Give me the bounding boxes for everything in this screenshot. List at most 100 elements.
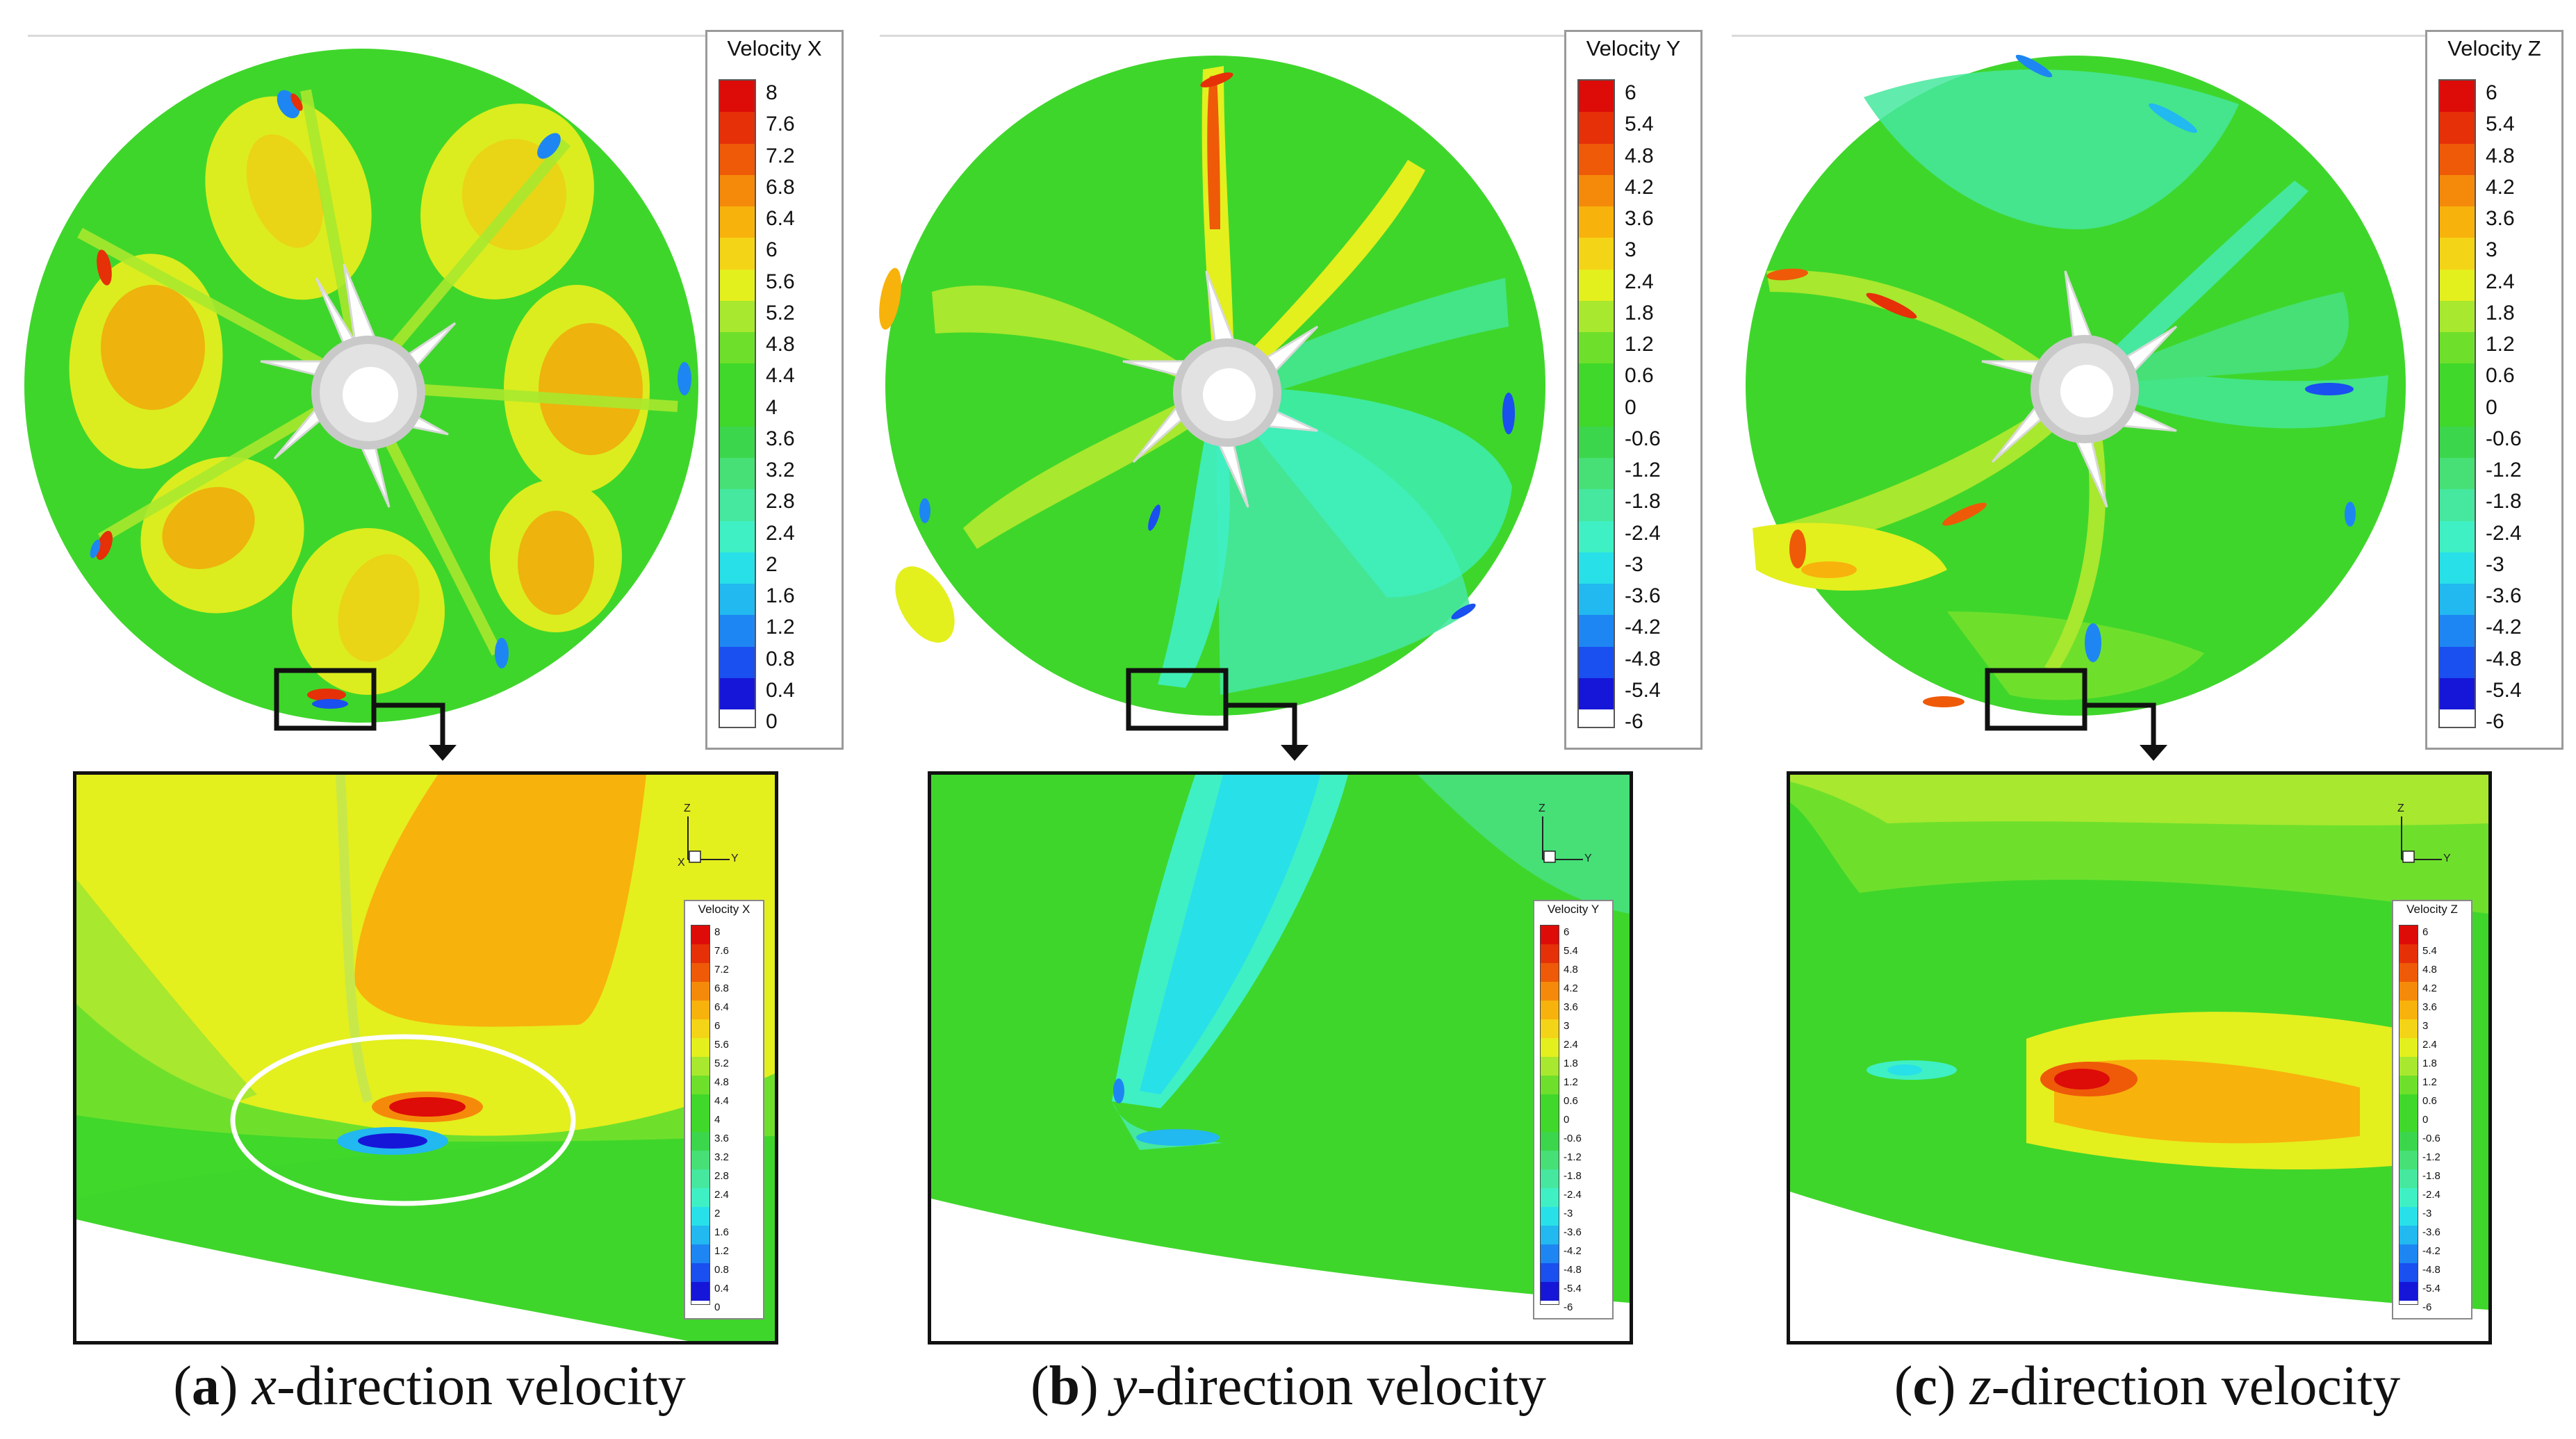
colorbar-band	[2399, 1169, 2418, 1188]
legend-tick-label: 0.8	[766, 647, 795, 671]
legend-tick-label: -3	[1564, 1207, 1573, 1219]
colorbar-band	[720, 646, 755, 678]
colorbar-band	[2440, 206, 2475, 238]
panel-b: Velocity Y 6 5.4 4.8 4.2 3.6 3 2.4 1.8 1.2 0.6 0 -0…	[859, 0, 1718, 1439]
colorbar-band	[720, 489, 755, 521]
colorbar-band	[2440, 426, 2475, 458]
colorbar-band	[1579, 238, 1614, 270]
panel-c-colorbar	[2438, 79, 2476, 728]
colorbar-band	[2440, 584, 2475, 616]
legend-tick-label: 4.4	[714, 1094, 729, 1107]
legend-tick-label: -4.2	[1564, 1244, 1582, 1257]
colorbar-band	[691, 1282, 709, 1301]
colorbar-band	[1579, 81, 1614, 113]
legend-tick-label: 5.4	[2422, 944, 2437, 957]
panel-c-zoom-inset: Z Y Velocity Z 6 5.4 4.8 4.2 3.6 3 2.4 1.8 1.2 0.…	[1787, 771, 2492, 1345]
legend-tick-label: 6	[766, 238, 778, 262]
legend-tick-label: 2.8	[714, 1169, 729, 1182]
panel-b-inset-legend-title: Velocity Y	[1547, 903, 1600, 916]
legend-tick-label: 7.6	[766, 113, 795, 136]
colorbar-band	[720, 395, 755, 427]
legend-tick-label: 0	[1564, 1113, 1570, 1126]
colorbar-band	[720, 81, 755, 113]
colorbar-band	[1579, 395, 1614, 427]
colorbar-band	[1579, 363, 1614, 395]
colorbar-band	[691, 1244, 709, 1263]
legend-tick-label: 4.8	[2422, 963, 2437, 976]
colorbar-band	[1541, 1076, 1559, 1094]
legend-tick-label: 3.2	[766, 459, 795, 482]
legend-tick-label: 1.8	[2422, 1057, 2437, 1069]
legend-tick-label: -4.8	[1625, 647, 1661, 671]
colorbar-band	[2440, 300, 2475, 332]
panel-b-inset-colorbar	[1540, 925, 1559, 1305]
colorbar-band	[2440, 615, 2475, 647]
panel-c-caption-letter: c	[1912, 1356, 1937, 1417]
legend-tick-label: -5.4	[2422, 1282, 2440, 1294]
legend-tick-label: -1.2	[2422, 1151, 2440, 1163]
colorbar-band	[2440, 174, 2475, 206]
colorbar-band	[2399, 1282, 2418, 1301]
legend-tick-label: 3.2	[714, 1151, 729, 1163]
panel-b-axis-z: Z	[1539, 803, 1545, 814]
legend-tick-label: 1.6	[766, 584, 795, 607]
legend-tick-label: 3	[2486, 238, 2497, 262]
legend-tick-label: 1.2	[2486, 333, 2515, 356]
legend-tick-label: -5.4	[1564, 1282, 1582, 1294]
legend-tick-label: 2.8	[766, 490, 795, 513]
panel-c-inset-colorbar	[2399, 925, 2418, 1305]
legend-tick-label: 2.4	[714, 1188, 729, 1201]
legend-tick-label: 4.2	[2422, 982, 2437, 994]
colorbar-band	[1541, 1057, 1559, 1076]
legend-tick-label: -3.6	[1564, 1226, 1582, 1238]
legend-tick-label: -3	[2486, 552, 2504, 576]
colorbar-band	[2399, 1263, 2418, 1282]
colorbar-band	[1541, 1038, 1559, 1057]
colorbar-band	[720, 112, 755, 144]
colorbar-band	[720, 426, 755, 458]
legend-tick-label: 1.8	[1625, 301, 1654, 324]
panel-b-caption: (b) y-direction velocity	[1031, 1356, 1546, 1417]
legend-tick-label: 6.4	[714, 1001, 729, 1013]
legend-tick-label: 7.6	[714, 944, 729, 957]
legend-tick-label: 0.4	[714, 1282, 729, 1294]
legend-tick-label: 4.2	[1625, 175, 1654, 199]
legend-tick-label: 4	[714, 1113, 721, 1126]
legend-tick-label: -6	[2486, 710, 2504, 733]
panel-c-axis-triad: Z Y	[2381, 803, 2451, 872]
legend-tick-label: 1.2	[2422, 1076, 2437, 1088]
colorbar-band	[2399, 1094, 2418, 1113]
panel-b-caption-text: -direction velocity	[1137, 1356, 1546, 1417]
colorbar-band	[1541, 963, 1559, 982]
legend-tick-label: 5.4	[2486, 113, 2515, 136]
colorbar-band	[2399, 1057, 2418, 1076]
panel-a-axis-triad: Z Y X	[674, 803, 739, 872]
panel-c-inset-legend: Velocity Z 6 5.4 4.8 4.2 3.6 3 2.4 1.8 1.2 0.6 0 -0…	[2392, 900, 2472, 1319]
colorbar-band	[691, 1207, 709, 1226]
legend-tick-label: -0.6	[2486, 427, 2522, 450]
legend-tick-label: 1.2	[1564, 1076, 1578, 1088]
panel-a-legend: Velocity X 8 7.6 7.2 6.8 6.4 6 5.6 5.2 4.8 4.4 4 3.…	[705, 30, 844, 750]
colorbar-band	[691, 1019, 709, 1038]
legend-tick-label: 6	[2486, 81, 2497, 104]
panel-a-axis-x: X	[678, 857, 685, 869]
colorbar-band	[2440, 332, 2475, 364]
legend-tick-label: -4.8	[1564, 1263, 1582, 1276]
colorbar-band	[720, 300, 755, 332]
legend-tick-label: -2.4	[1564, 1188, 1582, 1201]
colorbar-band	[691, 1057, 709, 1076]
legend-tick-label: 0.6	[1564, 1094, 1578, 1107]
panel-a-inset-colorbar	[691, 925, 710, 1305]
colorbar-band	[720, 206, 755, 238]
panel-a-contour-disk	[24, 49, 698, 761]
panel-a-zoom-inset: Z Y X Velocity X 8 7.6 7.2 6.8 6.4 6 5.6 5.2 4.8…	[73, 771, 778, 1345]
legend-tick-label: 2.4	[766, 521, 795, 545]
colorbar-band	[2399, 1207, 2418, 1226]
panel-c-axis-z: Z	[2397, 803, 2404, 814]
panel-a-caption: (a) x-direction velocity	[173, 1356, 686, 1417]
colorbar-band	[1579, 174, 1614, 206]
colorbar-band	[1579, 615, 1614, 647]
colorbar-band	[2399, 944, 2418, 963]
colorbar-band	[1541, 1132, 1559, 1151]
colorbar-band	[2399, 1076, 2418, 1094]
